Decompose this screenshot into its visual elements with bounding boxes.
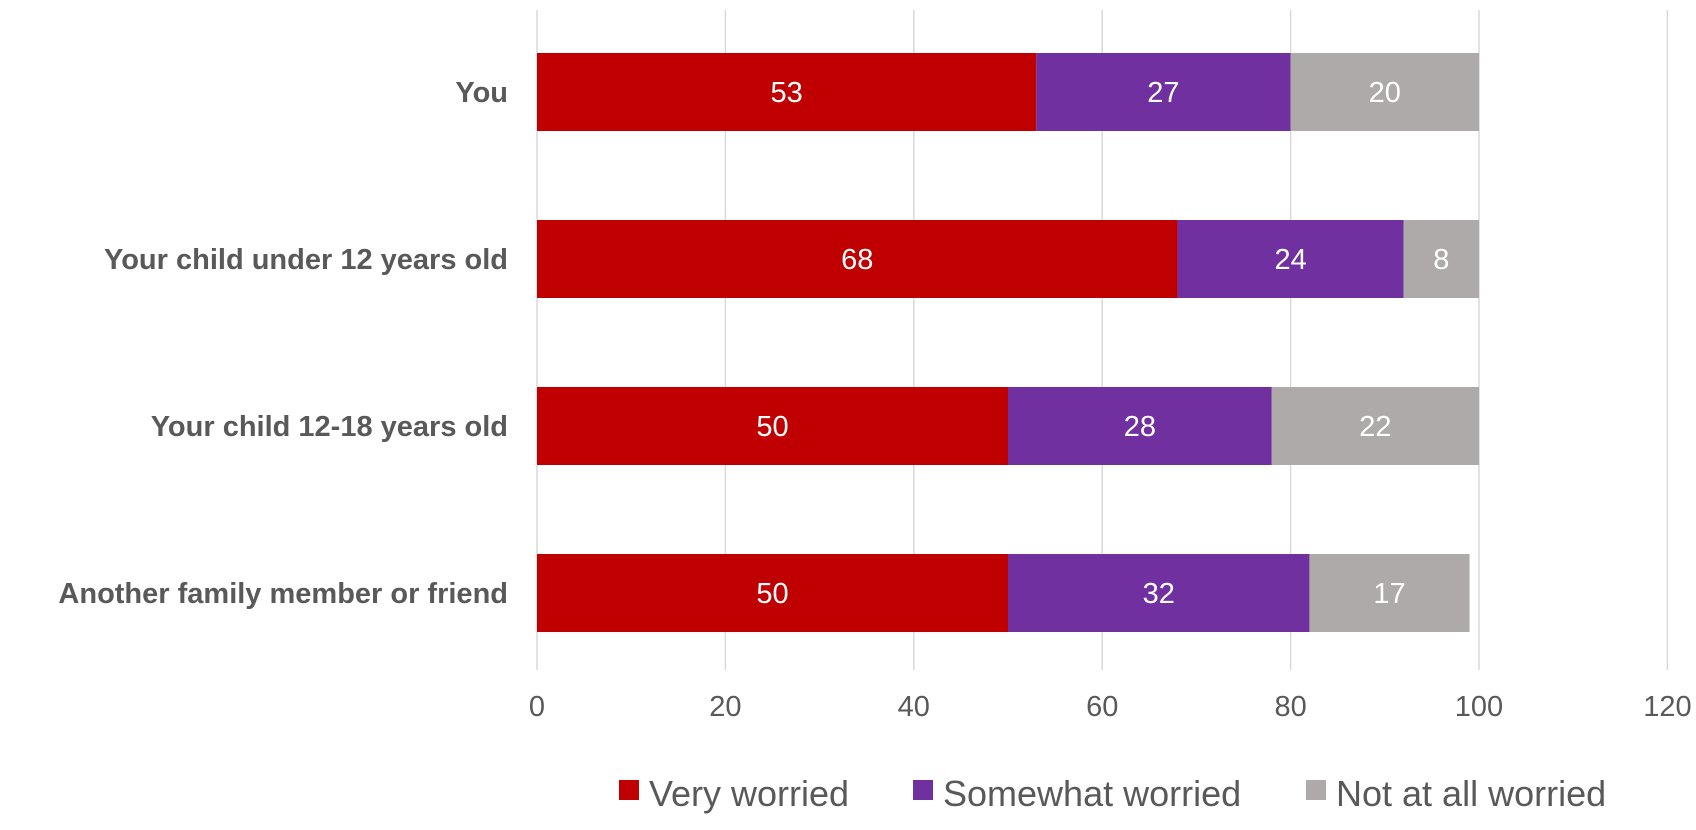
bar-segment bbox=[1290, 53, 1479, 131]
data-label: 68 bbox=[841, 244, 873, 276]
bar-segment bbox=[537, 387, 1008, 465]
category-labels: You Your child under 12 years old Your chi… bbox=[58, 77, 508, 610]
bar-segment bbox=[1271, 387, 1479, 465]
category-label: You bbox=[455, 77, 508, 109]
data-label: 32 bbox=[1143, 578, 1175, 610]
data-label: 53 bbox=[770, 77, 802, 109]
category-label: Your child 12-18 years old bbox=[151, 411, 508, 443]
bar-segment bbox=[1036, 53, 1291, 131]
bars bbox=[537, 53, 1479, 632]
data-label: 20 bbox=[1369, 77, 1401, 109]
data-label: 50 bbox=[756, 578, 788, 610]
legend-label: Not at all worried bbox=[1336, 773, 1606, 814]
bar-segment bbox=[1177, 220, 1404, 298]
bar-segment bbox=[1008, 387, 1272, 465]
x-tick-label: 80 bbox=[1274, 691, 1306, 723]
bar-segment bbox=[1403, 220, 1479, 298]
x-tick-label: 120 bbox=[1643, 691, 1691, 723]
bar-segment bbox=[537, 53, 1037, 131]
x-tick-label: 40 bbox=[898, 691, 930, 723]
legend-label: Somewhat worried bbox=[943, 773, 1241, 814]
data-label: 22 bbox=[1359, 411, 1391, 443]
data-label: 27 bbox=[1147, 77, 1179, 109]
legend-swatch bbox=[619, 780, 639, 800]
data-label: 28 bbox=[1124, 411, 1156, 443]
data-labels: 53 27 20 68 24 8 50 28 22 50 32 17 bbox=[756, 77, 1449, 610]
legend-swatch bbox=[913, 780, 933, 800]
data-label: 17 bbox=[1373, 578, 1405, 610]
bar-segment bbox=[537, 554, 1008, 632]
x-tick-label: 100 bbox=[1455, 691, 1503, 723]
category-label: Another family member or friend bbox=[58, 578, 508, 610]
bar-segment bbox=[537, 220, 1178, 298]
data-label: 8 bbox=[1433, 244, 1449, 276]
legend-label: Very worried bbox=[649, 773, 849, 814]
data-label: 24 bbox=[1274, 244, 1306, 276]
legend: Very worried Somewhat worried Not at all w… bbox=[619, 773, 1606, 814]
x-tick-label: 0 bbox=[529, 691, 545, 723]
x-tick-label: 20 bbox=[709, 691, 741, 723]
x-axis-tick-labels: 0 20 40 60 80 100 120 bbox=[529, 691, 1692, 723]
data-label: 50 bbox=[756, 411, 788, 443]
x-tick-label: 60 bbox=[1086, 691, 1118, 723]
bar-segment bbox=[1008, 554, 1310, 632]
legend-swatch bbox=[1306, 780, 1326, 800]
bar-segment bbox=[1309, 554, 1470, 632]
category-label: Your child under 12 years old bbox=[104, 244, 508, 276]
